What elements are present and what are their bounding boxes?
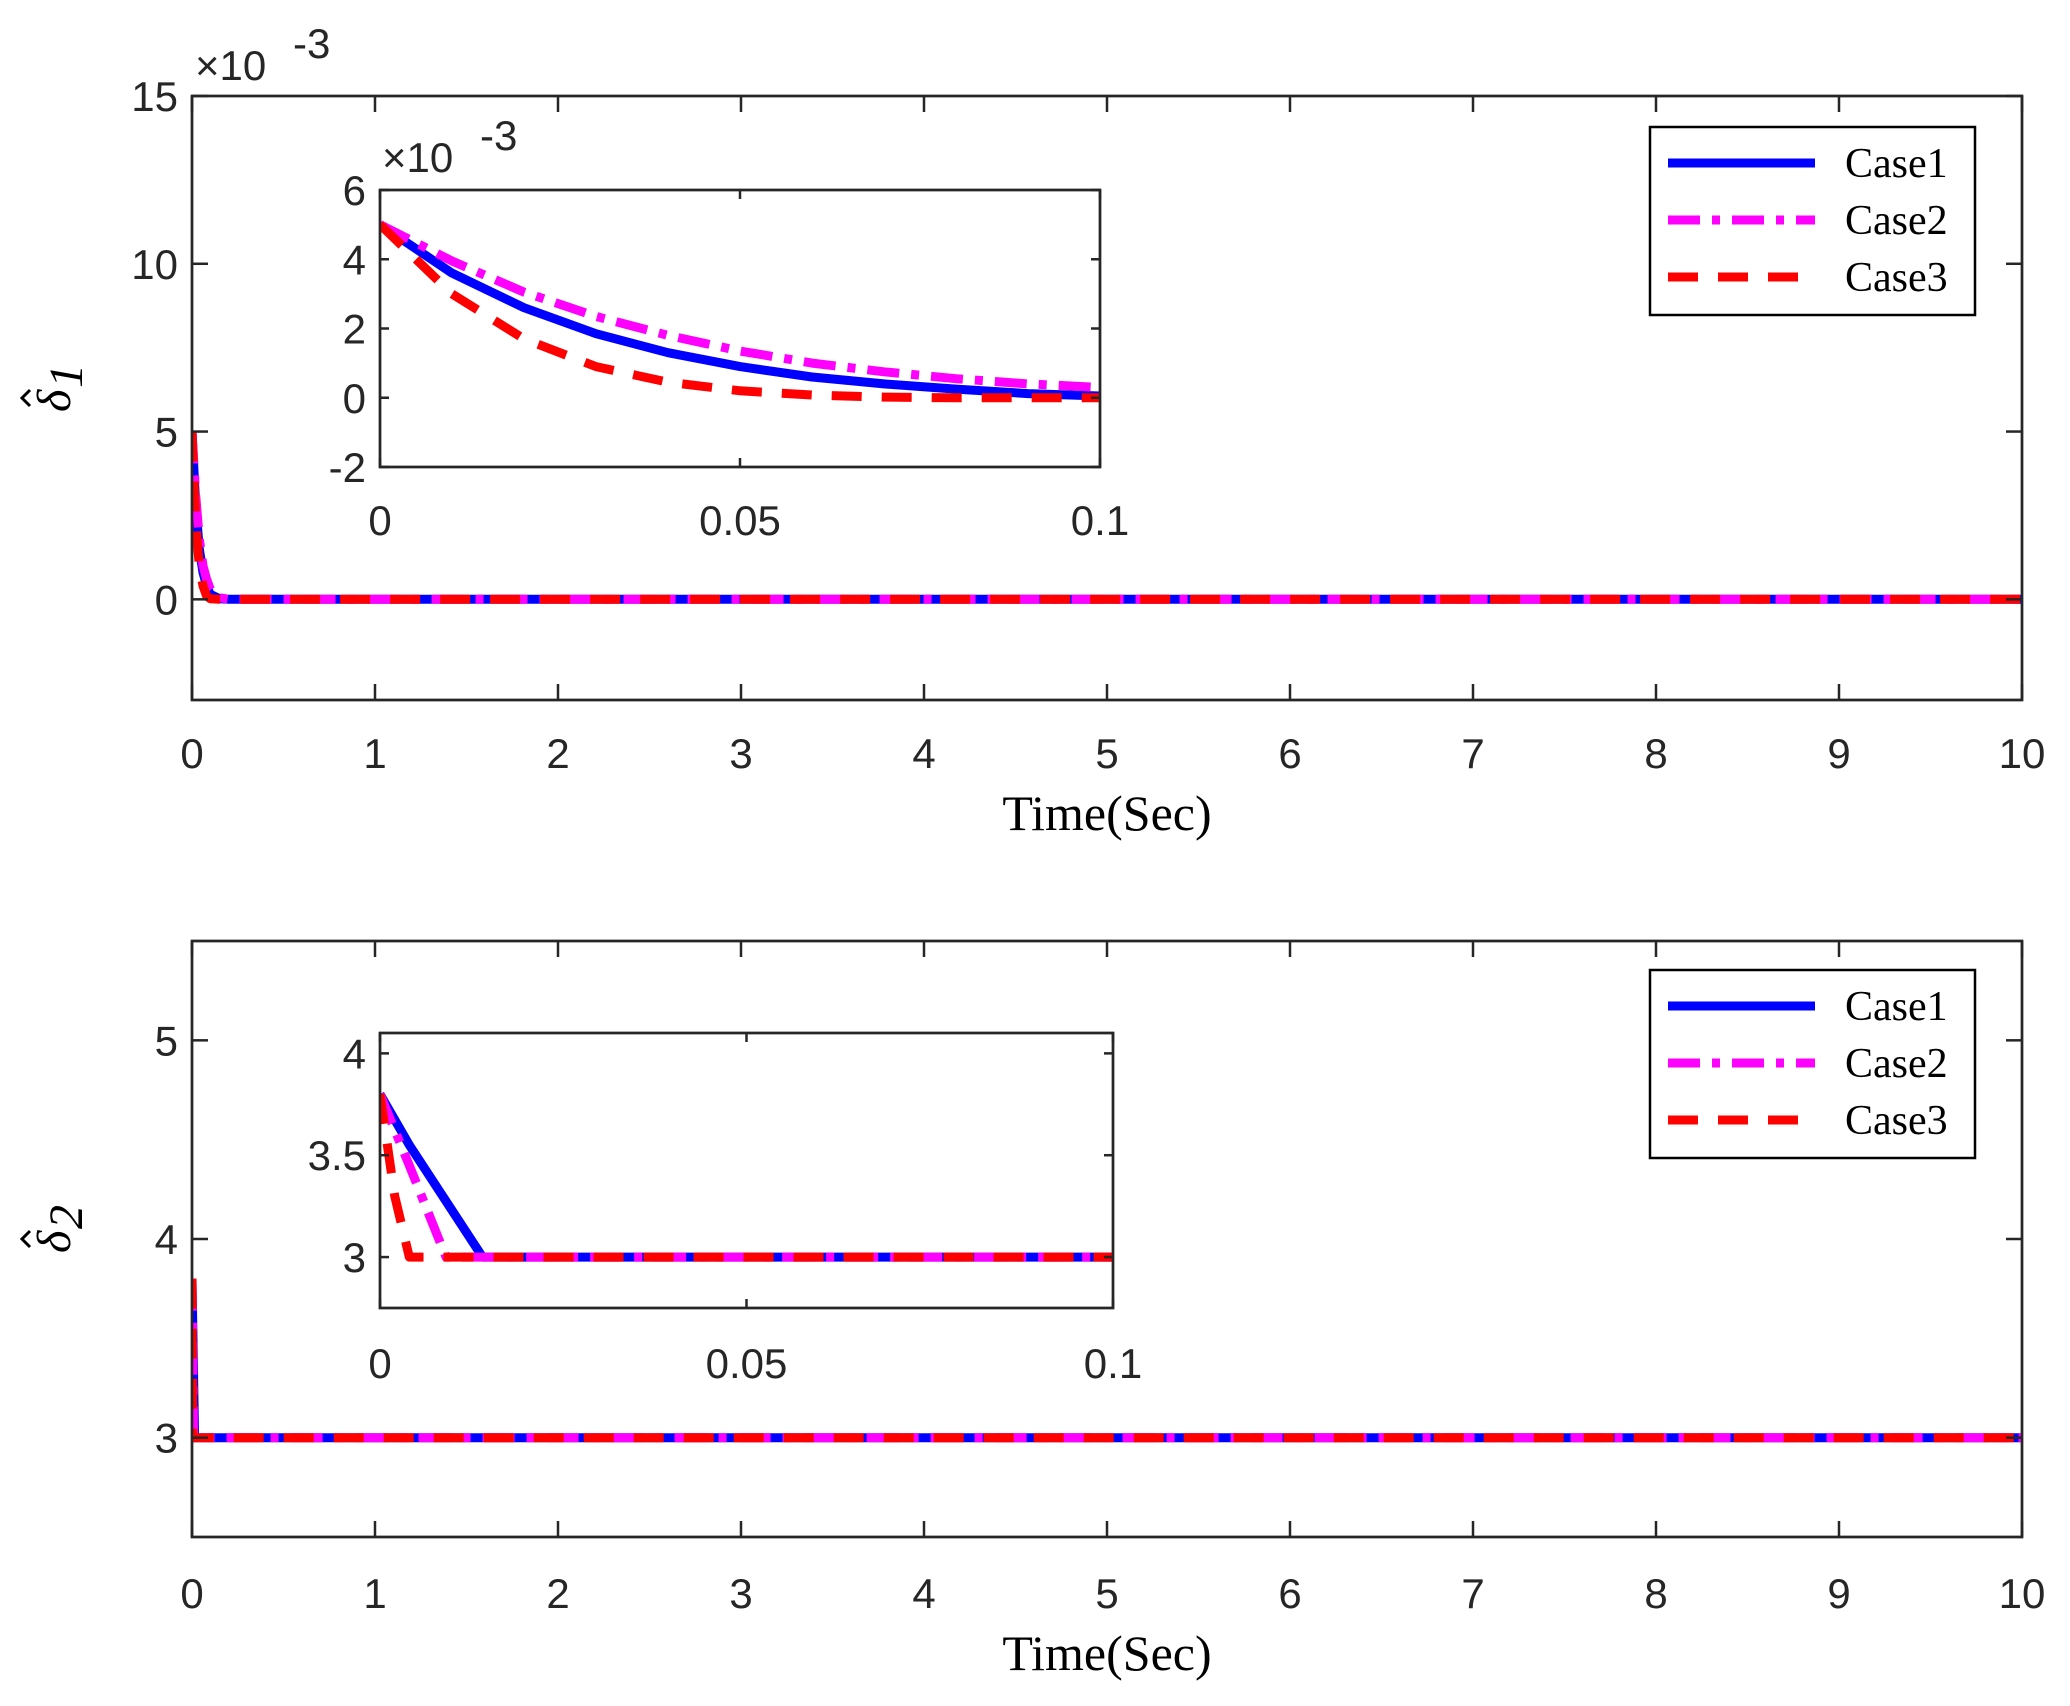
delta2-main-ylabel: δ2	[19, 1205, 93, 1253]
delta1-inset-ytick-label: -2	[329, 444, 366, 491]
delta2-inset-series-group	[380, 1091, 1113, 1262]
delta2-main-xtick-label: 2	[546, 1570, 569, 1617]
delta1-main-ytick-label: 0	[155, 576, 178, 623]
delta2-main-ytick-label: 5	[155, 1017, 178, 1064]
delta1-main-legend-label: Case2	[1845, 198, 1948, 244]
delta2-main-xtick-label: 6	[1278, 1570, 1301, 1617]
delta1-main-xtick-label: 3	[729, 730, 752, 777]
delta2-inset-ytick-label: 3.5	[308, 1132, 366, 1179]
delta2-main-xtick-label: 1	[363, 1570, 386, 1617]
delta2-inset-ytick-label: 4	[343, 1030, 366, 1077]
delta1-main-ytick-label: 15	[131, 73, 178, 120]
delta1-main-legend: Case1 Case2 Case3	[1648, 125, 1977, 317]
delta1-inset-ytick-label: 6	[343, 167, 366, 214]
delta2-main-xtick-label: 10	[1999, 1570, 2046, 1617]
delta1-inset-ytick-label: 2	[343, 306, 366, 353]
delta1-main-series-group	[192, 431, 2022, 604]
delta2-inset-xtick-label: 0.1	[1084, 1340, 1142, 1387]
delta2-main-xtick-label: 3	[729, 1570, 752, 1617]
delta1-inset-series-case3	[380, 221, 1100, 403]
delta1-main-xtick-label: 4	[912, 730, 935, 777]
delta2-inset-xtick-label: 0.05	[706, 1340, 788, 1387]
delta2-main-xtick-label: 8	[1644, 1570, 1667, 1617]
delta2-main-ylabel-subscript: 2	[40, 1205, 93, 1229]
delta1-inset-exponent-label: ×10	[382, 134, 453, 181]
delta1-main-xtick-label: 8	[1644, 730, 1667, 777]
delta1-inset-ytick-label: 0	[343, 375, 366, 422]
delta1-inset-xtick-label: 0.05	[699, 497, 781, 544]
delta1-main-ylabel-symbol: δ	[28, 389, 81, 412]
delta2-main-xtick-label: 7	[1461, 1570, 1484, 1617]
delta1-inset-ytick-label: 4	[343, 236, 366, 283]
delta2-inset-series-case3	[380, 1093, 1113, 1262]
delta1-inset-plot-area	[378, 188, 1102, 469]
delta1-inset-xtick-label: 0	[368, 497, 391, 544]
delta1-main-exponent-label: ×10	[195, 42, 266, 89]
delta1-main-legend-label: Case1	[1845, 141, 1948, 187]
hat-icon	[19, 388, 32, 408]
delta1-main-xtick-label: 5	[1095, 730, 1118, 777]
delta2-main-ylabel-symbol: δ	[28, 1230, 81, 1253]
delta1-main-xtick-label: 6	[1278, 730, 1301, 777]
delta1-main-series-case3	[192, 431, 2022, 604]
delta1-main-xtick-label: 1	[363, 730, 386, 777]
delta1-main-xtick-label: 0	[180, 730, 203, 777]
delta2-main-legend: Case1 Case2 Case3	[1648, 968, 1977, 1160]
delta2-main-ytick-label: 3	[155, 1415, 178, 1462]
delta2-main-legend-label: Case3	[1845, 1098, 1948, 1144]
delta1-inset-series-group	[380, 220, 1100, 403]
delta2-main-xtick-label: 9	[1827, 1570, 1850, 1617]
delta1-inset-xtick-label: 0.1	[1071, 497, 1129, 544]
delta1-main-ytick-label: 5	[155, 409, 178, 456]
delta1-inset-series-case2	[380, 220, 1100, 392]
delta1-main-xtick-label: 2	[546, 730, 569, 777]
delta2-main-legend-label: Case2	[1845, 1041, 1948, 1087]
delta1-main-exponent-power: -3	[293, 20, 330, 67]
delta2-main-ytick-label: 4	[155, 1216, 178, 1263]
delta2-inset-axes: 0 0.05 0.1 3 3.5 4	[308, 1030, 1143, 1387]
delta1-main-ylabel: δ1	[19, 364, 93, 412]
delta2-inset-ytick-label: 3	[343, 1234, 366, 1281]
delta1-inset-exponent-power: -3	[480, 112, 517, 159]
delta2-main-xtick-label: 0	[180, 1570, 203, 1617]
hat-icon	[19, 1229, 32, 1249]
delta1-main-xlabel: Time(Sec)	[1002, 785, 1211, 841]
delta2-main-legend-label: Case1	[1845, 984, 1948, 1030]
delta2-main-xtick-label: 5	[1095, 1570, 1118, 1617]
delta2-inset-xtick-label: 0	[368, 1340, 391, 1387]
delta1-main-xtick-label: 7	[1461, 730, 1484, 777]
delta1-main-xtick-label: 9	[1827, 730, 1850, 777]
delta1-main-legend-label: Case3	[1845, 255, 1948, 301]
delta1-main-ylabel-subscript: 1	[40, 364, 93, 388]
delta1-inset-series-case1	[380, 220, 1100, 401]
delta1-main-ytick-label: 10	[131, 241, 178, 288]
delta2-main-xlabel: Time(Sec)	[1002, 1625, 1211, 1681]
delta1-main-xtick-label: 10	[1999, 730, 2046, 777]
delta2-inset-plot-area	[378, 1031, 1115, 1310]
delta2-main-xtick-label: 4	[912, 1570, 935, 1617]
